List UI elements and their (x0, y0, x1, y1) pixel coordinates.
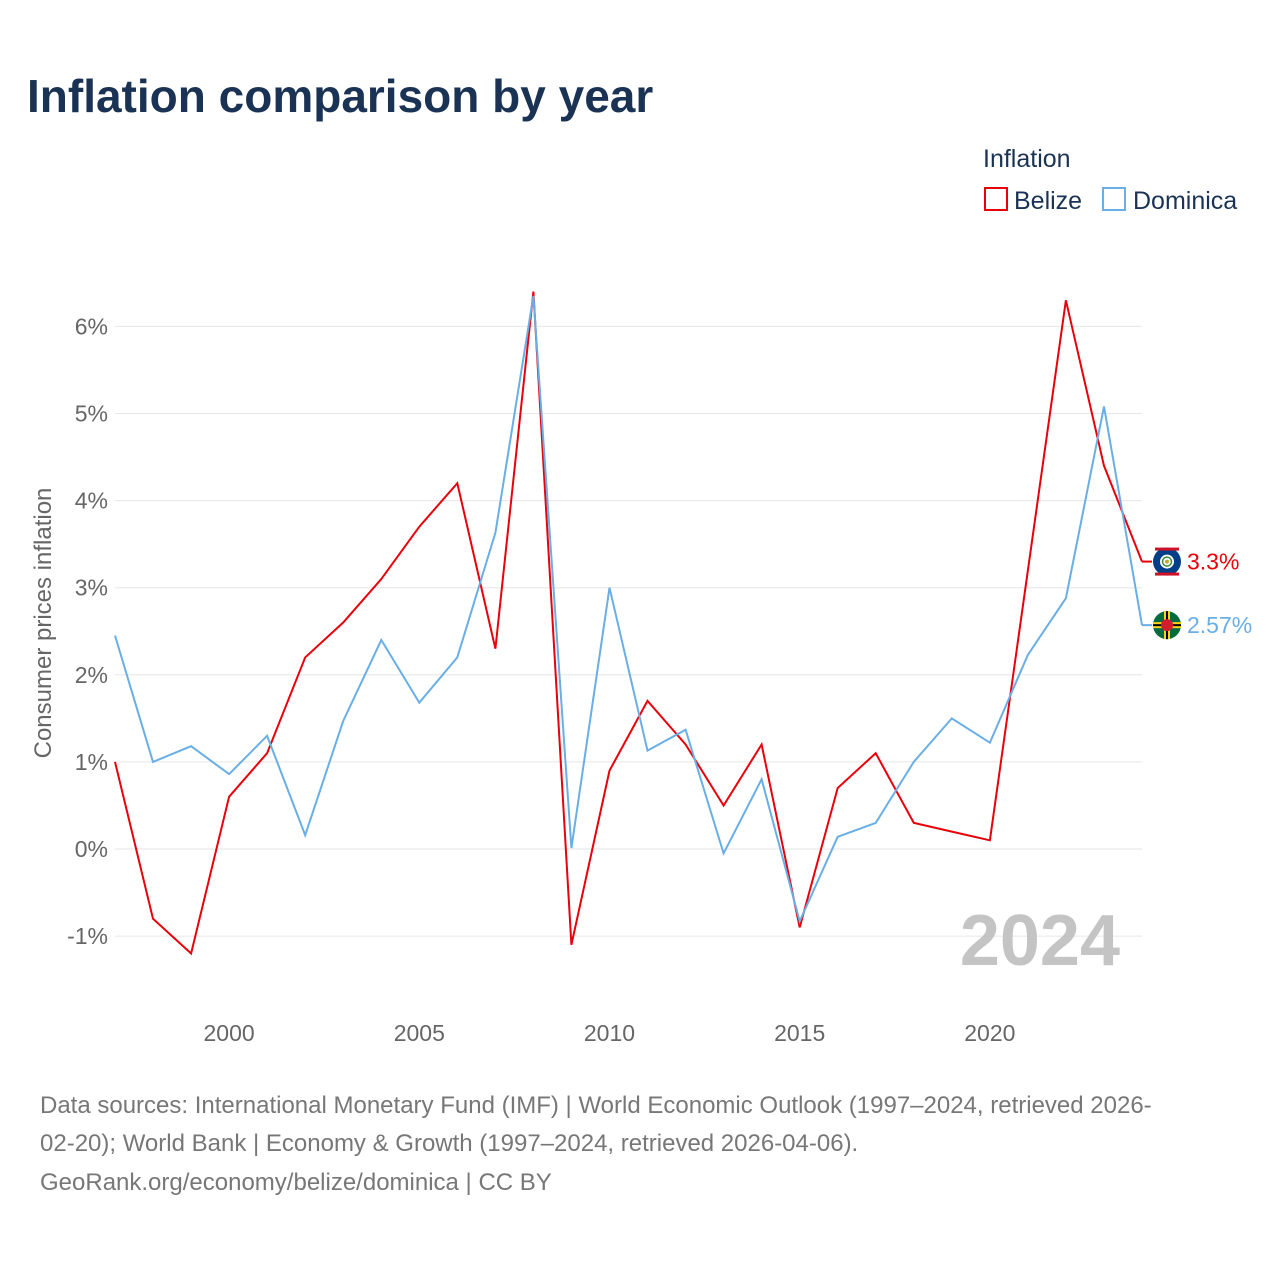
x-tick-label: 2010 (584, 1020, 635, 1046)
source-line-3[interactable]: GeoRank.org/economy/belize/dominica | CC… (40, 1169, 552, 1196)
source-line-2: 02-20); World Bank | Economy & Growth (1… (40, 1130, 858, 1157)
grid-lines (115, 325, 1142, 937)
year-watermark: 2024 (960, 901, 1120, 981)
x-tick-label: 2000 (204, 1020, 255, 1046)
legend-swatch-belize (984, 187, 1008, 211)
legend-title: Inflation (983, 145, 1071, 173)
legend-label-belize: Belize (1014, 187, 1082, 215)
legend-item-dominica[interactable]: Dominica (1102, 187, 1237, 215)
y-tick-label: 4% (75, 488, 108, 514)
source-line-1: Data sources: International Monetary Fun… (40, 1092, 1152, 1119)
series-line-dominica[interactable] (114, 295, 1143, 925)
series-line-belize[interactable] (114, 291, 1143, 956)
legend-item-belize[interactable]: Belize (984, 187, 1082, 215)
y-tick-label: 6% (75, 313, 108, 339)
belize-flag-icon (1153, 547, 1181, 576)
y-tick-label: 0% (75, 836, 108, 862)
end-label-dominica: 2.57% (1187, 612, 1252, 638)
y-tick-label: 1% (75, 749, 108, 775)
x-tick-label: 2020 (964, 1020, 1015, 1046)
series-lines (114, 291, 1143, 956)
y-axis-label: Consumer prices inflation (30, 488, 57, 759)
end-labels: 3.3% 2.57% (1142, 547, 1252, 640)
dominica-flag-icon (1153, 611, 1181, 640)
y-axis-ticks: -1% 0% 1% 2% 3% 4% 5% 6% (67, 313, 108, 949)
legend-label-dominica: Dominica (1133, 187, 1237, 215)
y-tick-label: 3% (75, 575, 108, 601)
x-axis-ticks: 2000 2005 2010 2015 2020 (204, 1020, 1016, 1046)
y-tick-label: 5% (75, 401, 108, 427)
chart-title: Inflation comparison by year (27, 70, 653, 122)
x-tick-label: 2005 (394, 1020, 445, 1046)
x-tick-label: 2015 (774, 1020, 825, 1046)
end-label-belize: 3.3% (1187, 549, 1239, 575)
y-tick-label: 2% (75, 662, 108, 688)
y-tick-label: -1% (67, 923, 108, 949)
legend-swatch-dominica (1102, 187, 1126, 211)
